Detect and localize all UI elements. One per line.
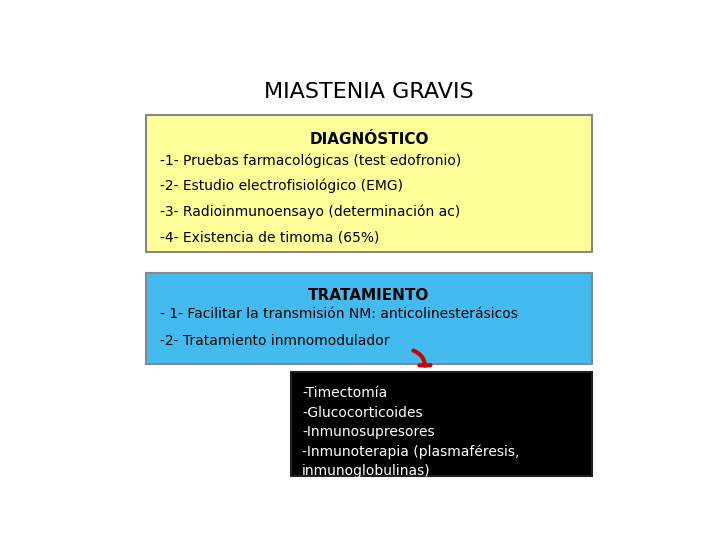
Text: MIASTENIA GRAVIS: MIASTENIA GRAVIS [264, 82, 474, 102]
FancyBboxPatch shape [145, 273, 593, 364]
Text: DIAGNÓSTICO: DIAGNÓSTICO [310, 132, 428, 147]
Text: -2- Tratamiento inmnomodulador: -2- Tratamiento inmnomodulador [160, 334, 390, 348]
FancyBboxPatch shape [145, 114, 593, 252]
Text: -3- Radioinmunoensayo (determinación ac): -3- Radioinmunoensayo (determinación ac) [160, 205, 460, 219]
Text: -Glucocorticoides: -Glucocorticoides [302, 406, 423, 420]
Text: -4- Existencia de timoma (65%): -4- Existencia de timoma (65%) [160, 231, 379, 245]
Text: -Inmunoterapia (plasmaféresis,: -Inmunoterapia (plasmaféresis, [302, 444, 519, 459]
Text: inmunoglobulinas): inmunoglobulinas) [302, 464, 431, 478]
Text: -Inmunosupresores: -Inmunosupresores [302, 426, 435, 440]
Text: - 1- Facilitar la transmisión NM: anticolinesterásicos: - 1- Facilitar la transmisión NM: antico… [160, 307, 518, 321]
Text: -Timectomía: -Timectomía [302, 386, 387, 400]
FancyBboxPatch shape [291, 373, 593, 476]
Text: -1- Pruebas farmacológicas (test edofronio): -1- Pruebas farmacológicas (test edofron… [160, 153, 461, 168]
Text: TRATAMIENTO: TRATAMIENTO [308, 288, 430, 303]
Text: -2- Estudio electrofisiológico (EMG): -2- Estudio electrofisiológico (EMG) [160, 179, 402, 193]
